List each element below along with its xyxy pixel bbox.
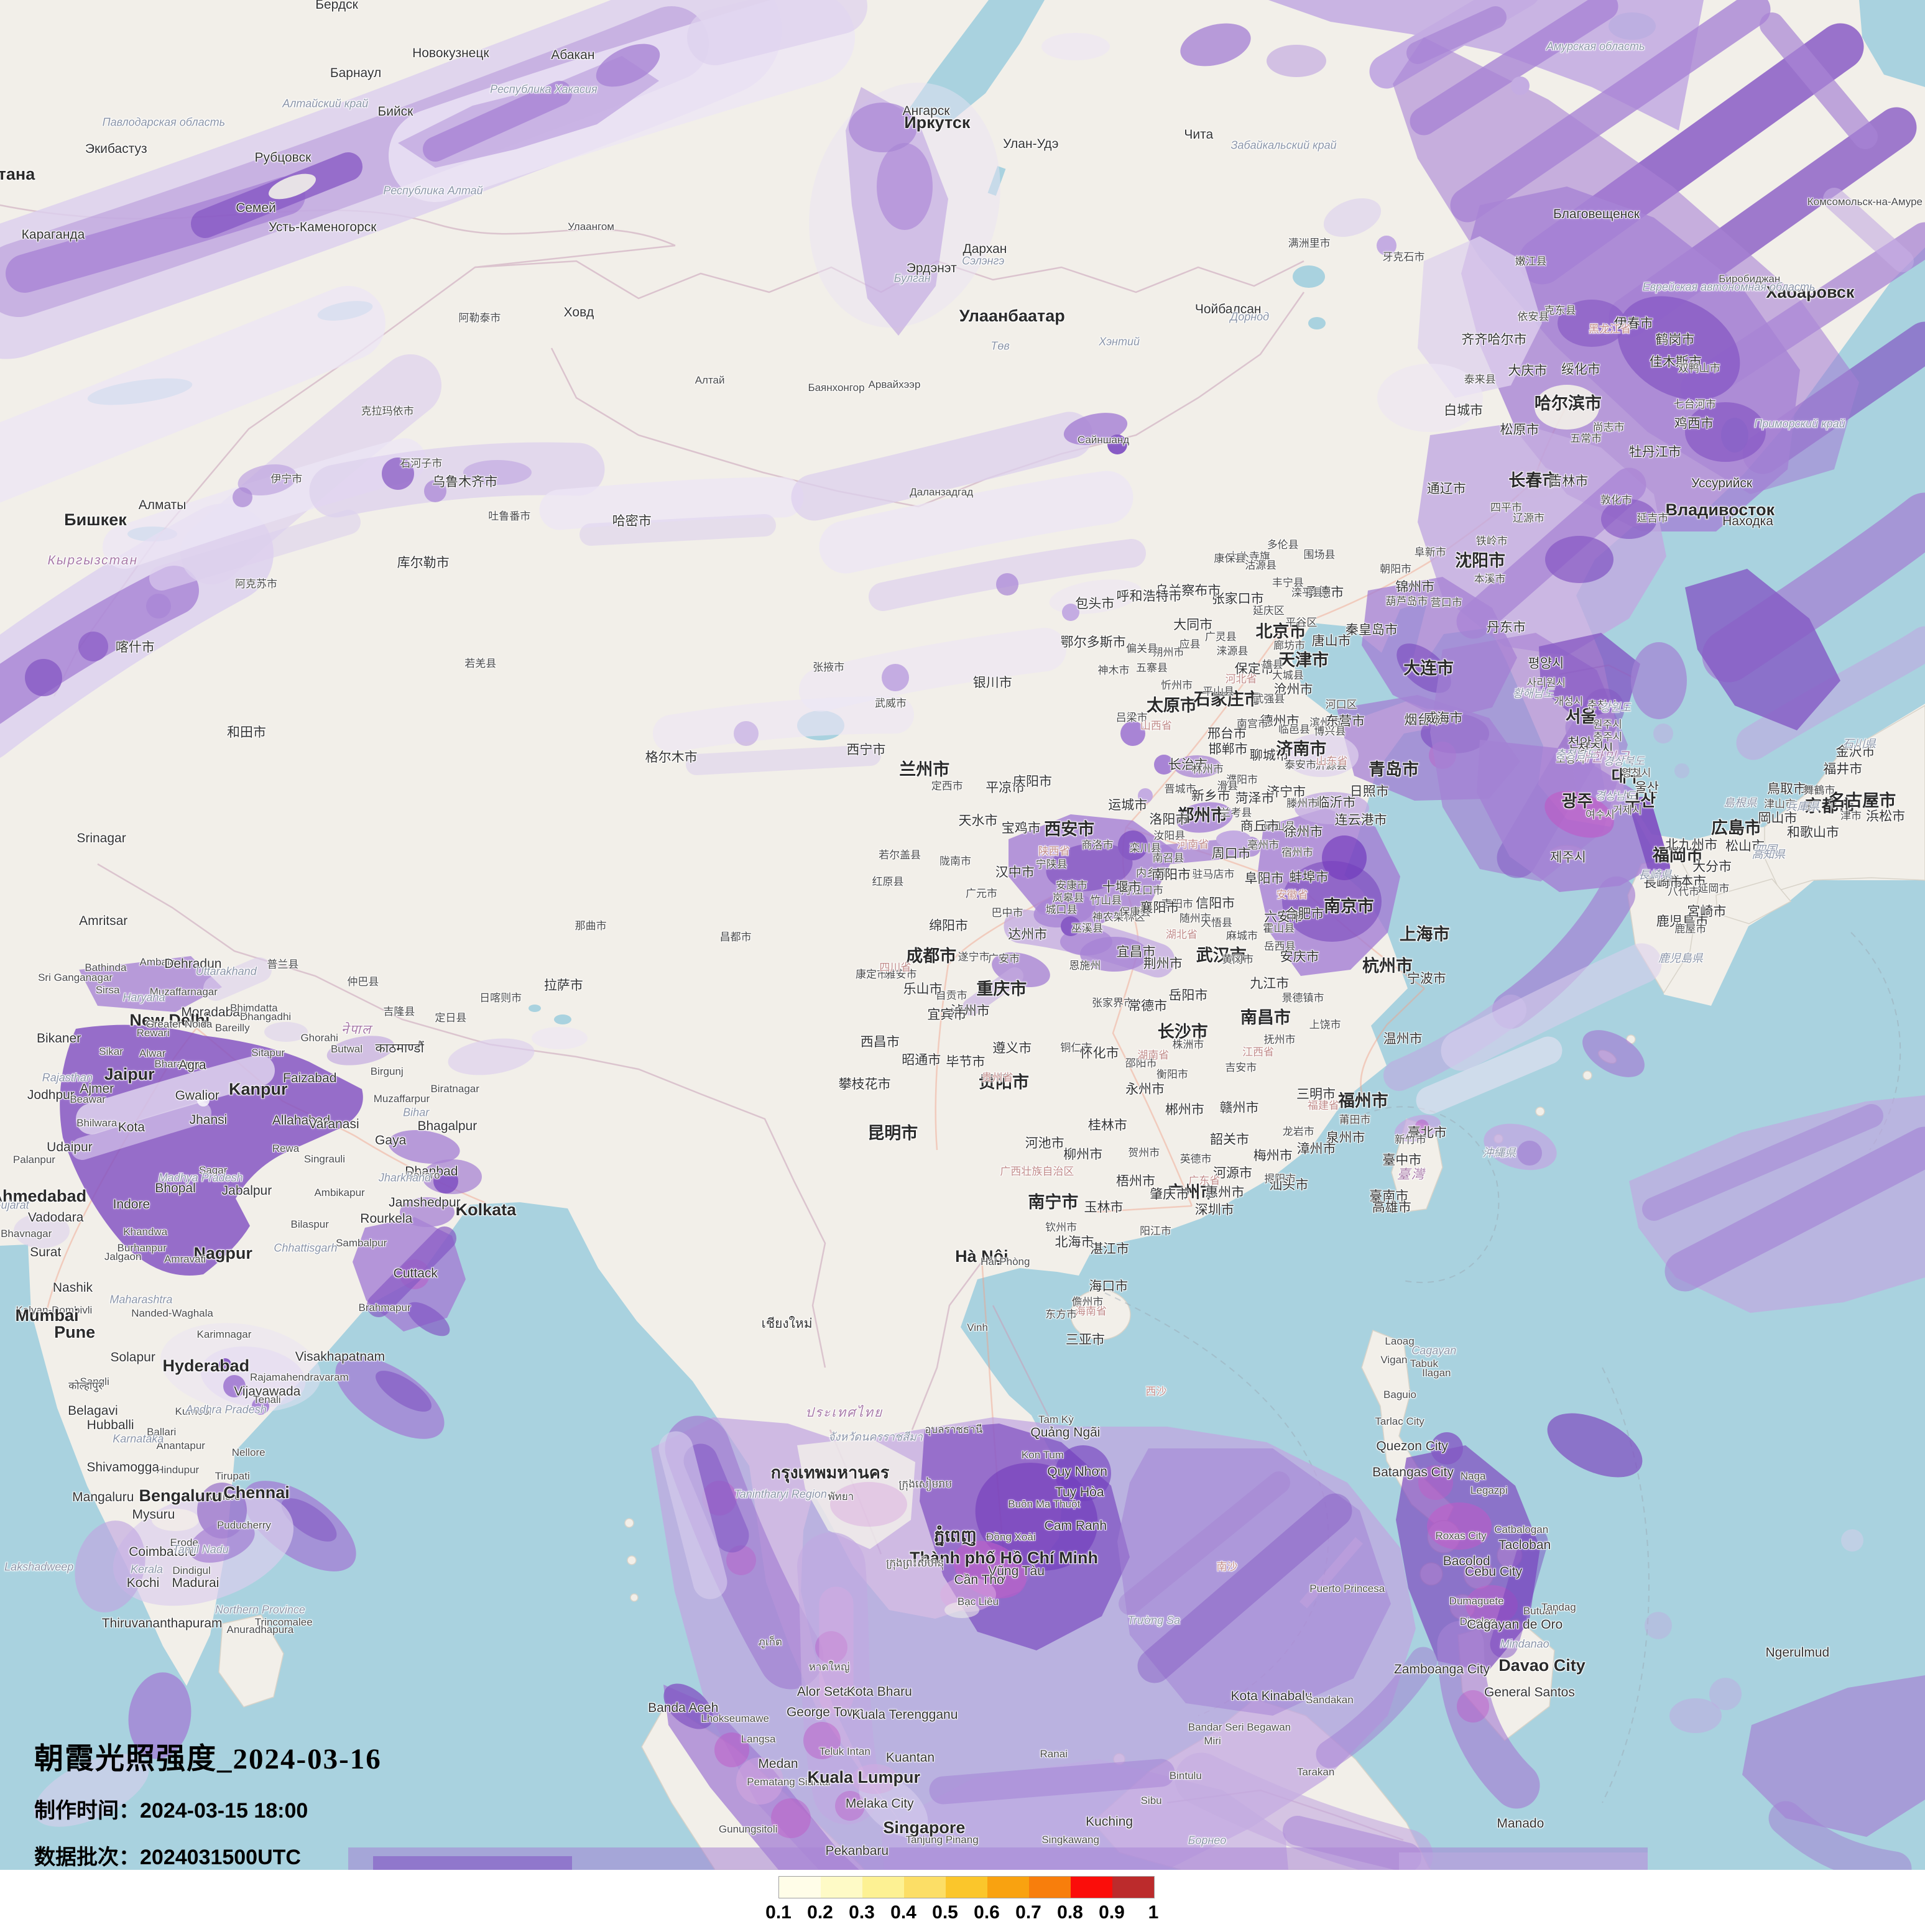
- tibet-lake-2: [529, 1005, 541, 1012]
- legend-color-bar: [778, 1876, 1155, 1898]
- legend-color-cell: [987, 1877, 1029, 1898]
- legend-tick-label: 0.1: [765, 1902, 792, 1923]
- data-batch-label: 数据批次：: [34, 1846, 140, 1869]
- legend-strip: 0.1 0.2 0.3 0.4 0.5 0.6 0.7 0.8 0.9 1: [0, 1870, 1925, 1932]
- production-time-line: 制作时间：2024-03-15 18:00: [34, 1793, 382, 1824]
- map-canvas: ОмскБердскНовокузнецкАбаканБарнаулБийскР…: [0, 0, 1925, 1870]
- honshu-island: [1764, 705, 1925, 891]
- legend-tick-label: 0.3: [849, 1902, 875, 1923]
- andaman-island: [627, 1555, 637, 1565]
- legend-tick-label: 0.2: [807, 1902, 833, 1923]
- legend-tick-label: 0.4: [890, 1902, 916, 1923]
- shikoku-island: [1715, 878, 1792, 924]
- andaman-island: [630, 1593, 639, 1602]
- data-batch-value: 2024031500UTC: [140, 1846, 301, 1869]
- buir-lake: [1308, 317, 1326, 329]
- production-time-value: 2024-03-15 18:00: [140, 1799, 308, 1823]
- legend-tick-label: 0.9: [1099, 1902, 1125, 1923]
- hulun-lake: [1293, 265, 1325, 288]
- production-time-label: 制作时间：: [34, 1800, 140, 1823]
- gusinoye-lake: [987, 165, 1006, 196]
- ryukyu-island: [1535, 1106, 1545, 1116]
- legend-color-cell: [904, 1877, 946, 1898]
- legend-color-cell: [1112, 1877, 1154, 1898]
- data-batch-line: 数据批次：2024031500UTC: [34, 1840, 382, 1870]
- lake-baikal: [909, 0, 1045, 121]
- legend-tick-label: 0.5: [932, 1902, 958, 1923]
- intensity-overlay: [0, 0, 1925, 1870]
- map-title: 朝霞光照强度_2024-03-16: [34, 1743, 382, 1775]
- legend-tick-label: 1: [1148, 1902, 1159, 1923]
- legend-color-cell: [1029, 1877, 1071, 1898]
- basemap-svg: [0, 0, 1925, 1870]
- andaman-island: [624, 1518, 634, 1528]
- hainan-island: [1070, 1289, 1131, 1340]
- map-title-block: 朝霞光照强度_2024-03-16 制作时间：2024-03-15 18:00 …: [34, 1734, 382, 1870]
- legend-color-cell: [946, 1877, 987, 1898]
- tibet-lake-1: [554, 1014, 571, 1024]
- legend-color-cell: [779, 1877, 821, 1898]
- legend-tick-label: 0.6: [974, 1902, 1000, 1923]
- amur-water: [1859, 0, 1925, 87]
- sri-lanka-island: [218, 1614, 284, 1708]
- ryukyu-island: [1582, 1070, 1592, 1080]
- legend-color-cell: [862, 1877, 904, 1898]
- legend-tick-label: 0.8: [1057, 1902, 1083, 1923]
- legend-tick-label: 0.7: [1015, 1902, 1041, 1923]
- legend-color-cell: [1071, 1877, 1112, 1898]
- legend-color-cell: [821, 1877, 862, 1898]
